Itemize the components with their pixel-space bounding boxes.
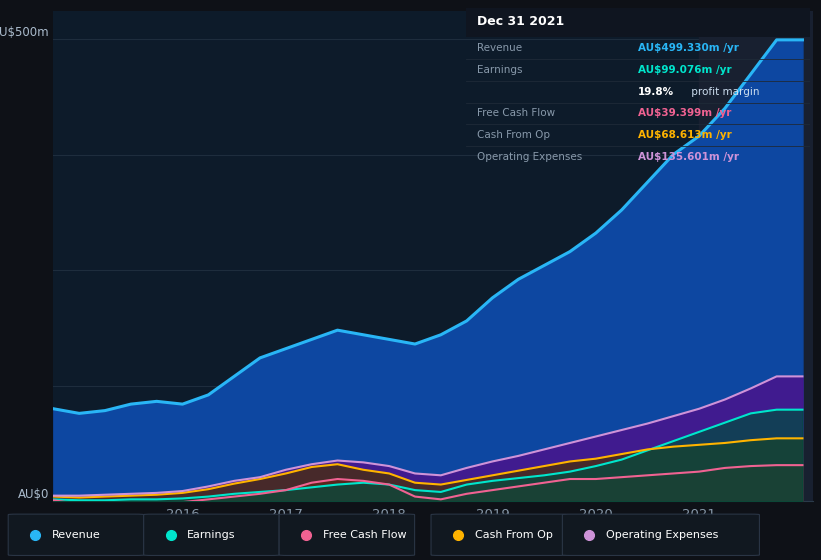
Text: AU$68.613m /yr: AU$68.613m /yr bbox=[638, 130, 732, 141]
Text: Free Cash Flow: Free Cash Flow bbox=[323, 530, 406, 540]
Text: Free Cash Flow: Free Cash Flow bbox=[477, 109, 555, 119]
Text: Earnings: Earnings bbox=[477, 65, 522, 75]
FancyBboxPatch shape bbox=[431, 514, 566, 556]
Bar bbox=[466, 8, 810, 37]
Text: profit margin: profit margin bbox=[688, 87, 759, 97]
FancyBboxPatch shape bbox=[8, 514, 144, 556]
Text: AU$500m: AU$500m bbox=[0, 26, 49, 39]
Text: Revenue: Revenue bbox=[52, 530, 100, 540]
Text: AU$39.399m /yr: AU$39.399m /yr bbox=[638, 109, 732, 119]
Text: Cash From Op: Cash From Op bbox=[477, 130, 549, 141]
Text: Operating Expenses: Operating Expenses bbox=[477, 152, 582, 162]
Text: Cash From Op: Cash From Op bbox=[475, 530, 553, 540]
FancyBboxPatch shape bbox=[144, 514, 279, 556]
Text: AU$0: AU$0 bbox=[18, 488, 49, 501]
Text: AU$135.601m /yr: AU$135.601m /yr bbox=[638, 152, 739, 162]
FancyBboxPatch shape bbox=[562, 514, 759, 556]
Text: Earnings: Earnings bbox=[187, 530, 236, 540]
Text: Dec 31 2021: Dec 31 2021 bbox=[477, 16, 564, 29]
Bar bbox=[699, 11, 813, 501]
Text: Revenue: Revenue bbox=[477, 43, 522, 53]
Text: Operating Expenses: Operating Expenses bbox=[606, 530, 718, 540]
Text: 19.8%: 19.8% bbox=[638, 87, 674, 97]
FancyBboxPatch shape bbox=[279, 514, 415, 556]
Text: AU$499.330m /yr: AU$499.330m /yr bbox=[638, 43, 739, 53]
Text: AU$99.076m /yr: AU$99.076m /yr bbox=[638, 65, 732, 75]
